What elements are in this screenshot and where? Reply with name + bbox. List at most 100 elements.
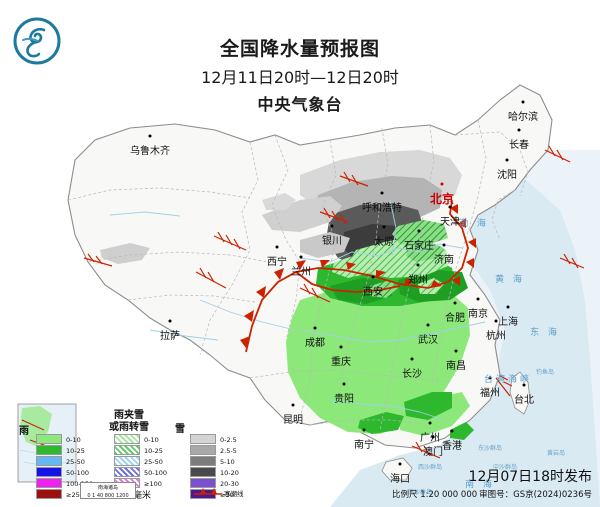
legend-label-rain-5: ≥250 [66, 491, 84, 499]
city-marker [416, 263, 420, 267]
precipitation-legend: 雨 雨夹雪 或雨转雪 雪 0-10 10-25 25-50 50-100 100-250… [8, 404, 272, 502]
city-label: 天津 [440, 217, 460, 228]
legend-swatch-snow-3 [190, 467, 216, 477]
legend-swatch-snow-2 [190, 456, 216, 466]
island-label: 东沙群岛 [477, 445, 503, 452]
city-marker [410, 357, 414, 361]
legend-header-sleet-line1: 雨夹雪 [114, 410, 144, 421]
city-marker [450, 429, 454, 433]
sea-label: 渤 海 [459, 219, 489, 229]
coldline-legend-label: 寒潮线 [224, 490, 244, 498]
city-marker [522, 383, 526, 387]
issue-timestamp: 12月07日18时发布 [468, 469, 592, 485]
city-label: 拉萨 [160, 331, 180, 342]
city-label: 昆明 [283, 415, 303, 426]
legend-label-snow-5: ≥30 [220, 491, 234, 499]
city-marker [494, 319, 498, 323]
city-marker [448, 205, 452, 209]
city-label: 乌鲁木齐 [130, 146, 170, 157]
city-marker [291, 403, 295, 407]
legend-label-sleet-0: 0-10 [144, 436, 159, 444]
sea-label: 台湾海峡 [483, 375, 533, 385]
city-label: 南昌 [446, 361, 466, 372]
city-marker [313, 326, 317, 330]
city-marker [380, 191, 384, 195]
island-label: 中沙群岛 [492, 464, 518, 471]
inset-scale-title: 南海诸岛 [97, 485, 118, 491]
city-marker [428, 421, 432, 425]
legend-swatch-rain-4 [36, 478, 62, 488]
map-approval-number: 审图号：GS京(2024)0236号 [479, 490, 592, 500]
city-marker [371, 275, 375, 279]
city-marker [505, 158, 509, 162]
city-marker [517, 128, 521, 132]
legend-label-sleet-2: 25-50 [144, 458, 163, 466]
city-marker [454, 349, 458, 353]
legend-swatch-sleet-2 [114, 456, 140, 466]
legend-swatch-snow-0 [190, 434, 216, 444]
city-label: 杭州 [486, 331, 506, 342]
sea-label: 东 海 [530, 328, 560, 338]
legend-label-rain-1: 10-25 [66, 447, 85, 455]
map-scale-text: 比例尺 1:20 000 000 [392, 490, 478, 500]
city-marker [521, 100, 525, 104]
city-marker [275, 245, 279, 249]
cold-wave-front [245, 199, 469, 353]
city-label: 哈尔滨 [508, 112, 538, 123]
legend-label-rain-2: 25-50 [66, 458, 85, 466]
legend-label-snow-3: 10-20 [220, 469, 239, 477]
city-marker [339, 345, 343, 349]
city-label: 南宁 [354, 440, 374, 451]
city-label: 贵阳 [334, 394, 354, 405]
legend-label-rain-3: 50-100 [66, 469, 90, 477]
legend-swatch-rain-1 [36, 445, 62, 455]
city-marker [453, 301, 457, 305]
island-label: 南沙群岛 [407, 489, 433, 496]
legend-swatch-sleet-1 [114, 445, 140, 455]
forecast-time-range: 12月11日20时—12日20时 [201, 68, 399, 87]
city-marker [330, 224, 334, 228]
city-label: 济南 [434, 255, 454, 266]
legend-label-sleet-4: ≥100 [144, 480, 162, 488]
legend-label-sleet-3: 50-100 [144, 469, 168, 477]
legend-label-snow-2: 5-10 [220, 458, 235, 466]
legend-swatch-snow-4 [190, 478, 216, 488]
city-label: 香港 [442, 441, 462, 452]
city-marker [426, 323, 430, 327]
city-label: 北京 [429, 192, 455, 206]
city-label: 重庆 [331, 357, 351, 368]
city-marker [362, 428, 366, 432]
legend-swatch-rain-2 [36, 456, 62, 466]
coldline-legend-icon [194, 488, 222, 495]
inset-scale-value: 0 1 40 800 1200 [87, 493, 129, 499]
city-label: 澳门 [423, 447, 443, 458]
city-marker [440, 182, 444, 186]
city-label: 西宁 [267, 257, 287, 268]
issuing-organization: 中央气象台 [257, 95, 343, 114]
city-label: 西安 [363, 287, 383, 298]
legend-label-snow-1: 2.5-5 [220, 447, 237, 455]
city-label: 南京 [468, 309, 488, 320]
city-label: 武汉 [418, 335, 438, 346]
legend-header-sleet-line2: 或雨转雪 [109, 422, 149, 433]
city-label: 石家庄 [404, 241, 434, 252]
city-label: 福州 [480, 388, 500, 399]
city-label: 长春 [509, 140, 529, 151]
cold-front-barbs [240, 204, 476, 348]
city-label: 上海 [498, 317, 518, 328]
city-label: 台北 [514, 395, 534, 406]
legend-swatch-rain-3 [36, 467, 62, 477]
sea-label: 南 海 [465, 480, 495, 490]
legend-swatch-snow-1 [190, 445, 216, 455]
legend-swatch-rain-5 [36, 489, 62, 499]
city-label: 广州 [420, 433, 440, 444]
island-label: 黄岩岛 [546, 450, 566, 457]
legend-label-sleet-1: 10-25 [144, 447, 163, 455]
city-label: 海口 [390, 474, 410, 485]
city-marker [442, 243, 446, 247]
city-marker [488, 376, 492, 380]
legend-label-snow-4: 20-30 [220, 480, 239, 488]
city-label: 呼和浩特 [362, 203, 402, 214]
city-label: 太原 [374, 237, 394, 248]
